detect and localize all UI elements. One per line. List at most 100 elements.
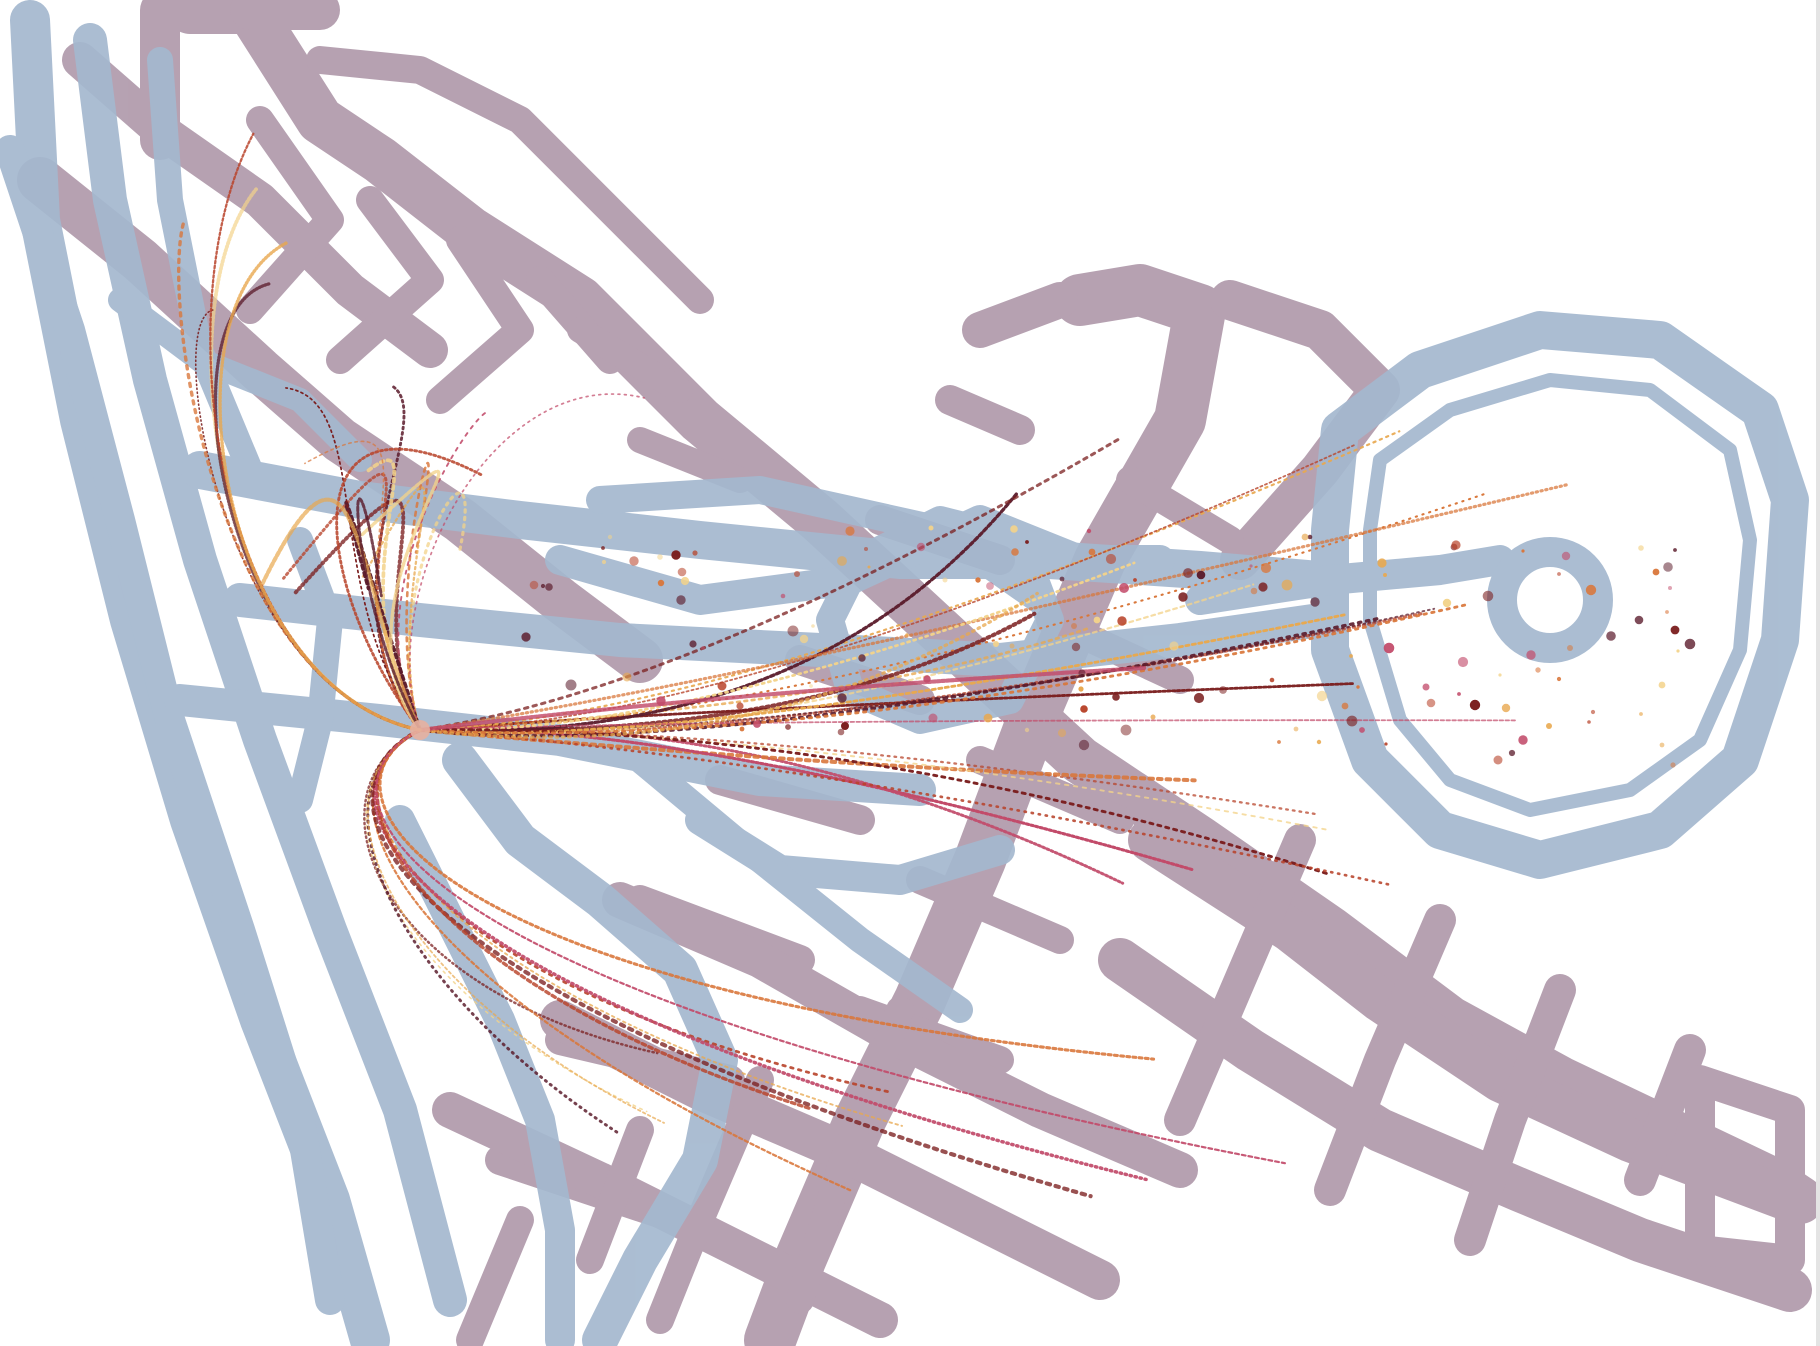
track-bead bbox=[1011, 548, 1019, 556]
track-bead bbox=[799, 634, 809, 644]
track-bead bbox=[1071, 623, 1077, 629]
track-bead bbox=[629, 556, 639, 566]
track-bead bbox=[811, 624, 815, 628]
track-bead bbox=[1526, 650, 1536, 660]
track-bead bbox=[1219, 686, 1227, 694]
track-bead bbox=[1482, 590, 1494, 602]
particle-track bbox=[285, 387, 421, 731]
track-bead bbox=[1670, 625, 1680, 635]
track-bead bbox=[656, 696, 666, 706]
track-bead bbox=[1071, 642, 1081, 652]
track-bead bbox=[1260, 562, 1272, 574]
track-bead bbox=[1634, 615, 1644, 625]
track-bead bbox=[787, 625, 799, 637]
track-bead bbox=[785, 724, 791, 730]
particle-track bbox=[258, 497, 423, 733]
track-bead bbox=[677, 567, 687, 577]
particle-track bbox=[418, 436, 1123, 732]
track-bead bbox=[692, 550, 698, 556]
track-bead bbox=[1307, 534, 1313, 540]
track-bead bbox=[671, 550, 681, 560]
track-bead bbox=[1590, 709, 1596, 715]
track-bead bbox=[1150, 714, 1156, 720]
track-bead bbox=[1059, 576, 1065, 582]
track-bead bbox=[1670, 762, 1676, 768]
track-bead bbox=[657, 554, 663, 560]
track-bead bbox=[1665, 610, 1669, 614]
particle-track bbox=[418, 482, 1571, 732]
track-bead bbox=[1024, 727, 1030, 733]
particle-track bbox=[378, 728, 1156, 1061]
particle-track bbox=[418, 602, 1472, 735]
track-bead bbox=[1025, 540, 1029, 544]
track-bead bbox=[1086, 528, 1092, 534]
track-bead bbox=[1518, 735, 1528, 745]
track-bead bbox=[1457, 656, 1469, 668]
track-bead bbox=[1652, 568, 1660, 576]
track-bead bbox=[540, 583, 546, 589]
track-bead bbox=[1078, 669, 1086, 677]
track-bead bbox=[845, 526, 855, 536]
track-bead bbox=[1422, 683, 1430, 691]
track-bead bbox=[1585, 584, 1597, 596]
frame-edge bbox=[1816, 0, 1820, 1346]
track-bead bbox=[1057, 728, 1067, 738]
track-bead bbox=[837, 728, 845, 736]
track-bead bbox=[1105, 553, 1117, 565]
particle-track bbox=[218, 241, 422, 732]
particle-track bbox=[409, 393, 646, 731]
track-bead bbox=[736, 702, 744, 710]
track-bead bbox=[1249, 564, 1253, 568]
track-bead bbox=[1183, 568, 1193, 578]
track-bead bbox=[601, 559, 607, 565]
particle-track bbox=[418, 728, 1394, 887]
track-bead bbox=[1346, 715, 1358, 727]
track-bead bbox=[1469, 699, 1481, 711]
track-bead bbox=[1383, 642, 1395, 654]
track-bead bbox=[1316, 739, 1322, 745]
track-bead bbox=[1384, 742, 1388, 746]
track-bead bbox=[1078, 686, 1084, 692]
track-bead bbox=[780, 593, 786, 599]
track-bead bbox=[701, 646, 705, 650]
track-bead bbox=[1546, 723, 1552, 729]
track-bead bbox=[1119, 583, 1129, 593]
track-bead bbox=[1293, 726, 1299, 732]
particle-track bbox=[282, 472, 422, 732]
track-bead bbox=[1556, 676, 1562, 682]
particle-track bbox=[418, 591, 1039, 739]
track-bead bbox=[1010, 525, 1018, 533]
track-bead bbox=[1093, 616, 1101, 624]
track-bead bbox=[1676, 649, 1680, 653]
track-bead bbox=[545, 583, 553, 591]
track-bead bbox=[1557, 572, 1561, 576]
track-bead bbox=[867, 565, 871, 569]
track-bead bbox=[1639, 712, 1643, 716]
track-bead bbox=[657, 579, 665, 587]
particle-track bbox=[177, 221, 422, 732]
particle-track bbox=[418, 561, 1136, 732]
track-bead bbox=[1377, 558, 1387, 568]
track-bead bbox=[1521, 549, 1525, 553]
track-bead bbox=[1561, 551, 1571, 561]
track-bead bbox=[993, 641, 999, 647]
particle-track bbox=[335, 447, 483, 732]
track-bead bbox=[1658, 681, 1666, 689]
track-bead bbox=[1606, 631, 1616, 641]
track-bead bbox=[1277, 740, 1281, 744]
track-bead bbox=[1673, 548, 1677, 552]
track-bead bbox=[1281, 579, 1293, 591]
track-bead bbox=[1178, 592, 1188, 602]
track-bead bbox=[1535, 667, 1541, 673]
collision-vertex bbox=[410, 720, 430, 740]
track-bead bbox=[1009, 643, 1015, 649]
track-bead bbox=[1112, 693, 1120, 701]
track-bead bbox=[1169, 641, 1179, 651]
track-bead bbox=[1508, 749, 1516, 757]
track-bead bbox=[521, 632, 531, 642]
track-bead bbox=[923, 675, 931, 683]
track-bead bbox=[680, 576, 690, 586]
track-bead bbox=[794, 571, 800, 577]
track-bead bbox=[1120, 724, 1132, 736]
